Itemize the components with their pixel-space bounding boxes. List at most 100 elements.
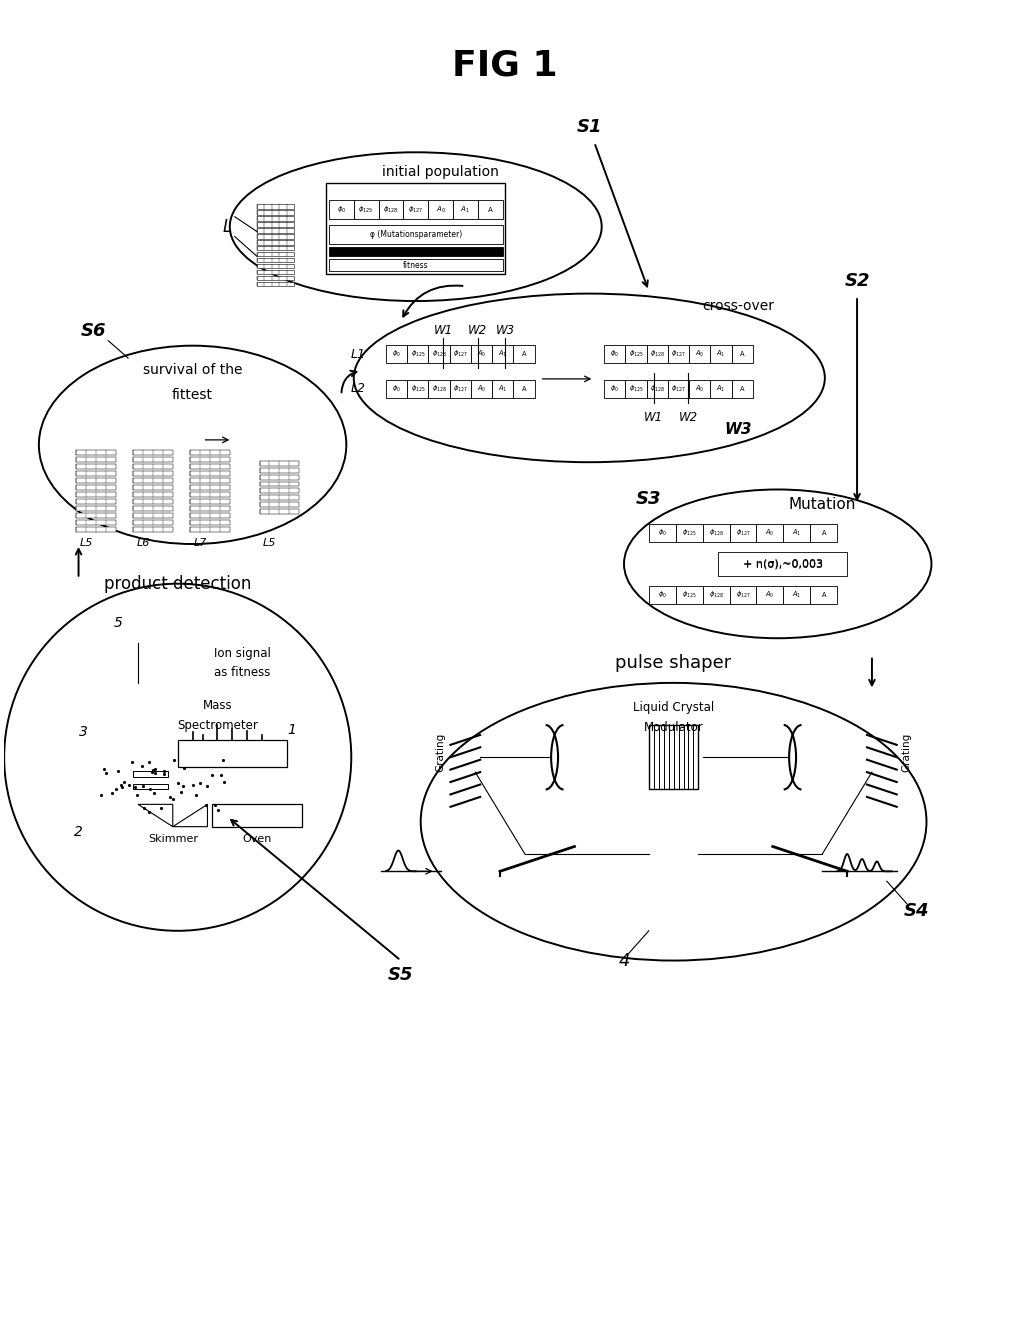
Text: W1: W1 xyxy=(644,411,663,424)
Text: as fitness: as fitness xyxy=(214,666,270,680)
Bar xyxy=(676,585,702,604)
Text: cross-over: cross-over xyxy=(702,299,774,313)
Bar xyxy=(378,200,404,219)
Bar xyxy=(190,513,230,517)
Text: fitness: fitness xyxy=(403,260,429,269)
Bar xyxy=(133,505,173,511)
Bar xyxy=(133,471,173,476)
Text: product detection: product detection xyxy=(104,575,251,593)
Text: Grating: Grating xyxy=(436,733,446,772)
Text: $\phi_0$: $\phi_0$ xyxy=(393,349,402,359)
Bar xyxy=(649,725,698,789)
Text: Oven: Oven xyxy=(242,834,271,844)
Bar xyxy=(76,471,116,476)
Bar xyxy=(783,524,810,541)
Bar xyxy=(730,524,757,541)
Text: W3: W3 xyxy=(724,423,752,437)
Bar xyxy=(429,345,450,363)
Text: $\phi_{125}$: $\phi_{125}$ xyxy=(411,349,425,359)
Bar xyxy=(404,200,428,219)
Bar xyxy=(257,269,295,275)
Bar xyxy=(689,380,710,397)
Bar xyxy=(257,211,295,215)
Text: Skimmer: Skimmer xyxy=(147,834,198,844)
Bar xyxy=(190,457,230,463)
Bar xyxy=(757,524,783,541)
Bar xyxy=(702,524,730,541)
Text: $A_1$: $A_1$ xyxy=(716,384,725,395)
Bar xyxy=(133,464,173,469)
Bar xyxy=(732,380,753,397)
Text: A: A xyxy=(821,529,826,536)
Text: $\phi_0$: $\phi_0$ xyxy=(658,528,667,537)
Text: $A_0$: $A_0$ xyxy=(436,205,446,215)
Bar xyxy=(626,345,647,363)
Text: $\phi_0$: $\phi_0$ xyxy=(393,384,402,395)
Text: Spectrometer: Spectrometer xyxy=(177,718,258,732)
Bar xyxy=(492,345,514,363)
Text: + n(σ),~0,003: + n(σ),~0,003 xyxy=(743,560,822,569)
Text: $A_1$: $A_1$ xyxy=(792,589,801,600)
Text: A: A xyxy=(522,351,527,357)
Bar xyxy=(329,259,502,272)
Bar xyxy=(190,520,230,525)
Bar xyxy=(730,585,757,604)
Bar xyxy=(259,475,300,480)
Text: $\phi_{128}$: $\phi_{128}$ xyxy=(708,528,723,537)
Text: $A_0$: $A_0$ xyxy=(765,528,775,537)
Bar xyxy=(471,380,492,397)
Bar xyxy=(133,520,173,525)
Bar xyxy=(514,345,535,363)
Bar xyxy=(259,509,300,515)
Bar xyxy=(710,380,732,397)
Text: A: A xyxy=(740,385,745,392)
Text: $\phi_{128}$: $\phi_{128}$ xyxy=(650,384,665,395)
Bar xyxy=(604,380,626,397)
Text: $A_1$: $A_1$ xyxy=(498,384,508,395)
Bar xyxy=(190,527,230,532)
Text: A: A xyxy=(487,207,492,213)
Bar xyxy=(386,380,408,397)
Bar xyxy=(76,492,116,497)
Text: 3: 3 xyxy=(79,725,88,740)
Bar xyxy=(668,380,689,397)
Text: $\phi_{128}$: $\phi_{128}$ xyxy=(708,589,723,600)
Bar xyxy=(257,281,295,287)
Text: $A_0$: $A_0$ xyxy=(695,349,704,359)
Text: $A_0$: $A_0$ xyxy=(477,349,486,359)
Bar xyxy=(702,585,730,604)
Bar xyxy=(259,481,300,487)
Bar xyxy=(133,527,173,532)
Bar xyxy=(408,380,429,397)
Text: $\phi_{125}$: $\phi_{125}$ xyxy=(411,384,425,395)
Text: $A_0$: $A_0$ xyxy=(477,384,486,395)
Text: A: A xyxy=(821,592,826,597)
Text: $A_0$: $A_0$ xyxy=(695,384,704,395)
Text: L1: L1 xyxy=(351,348,366,361)
Text: $\phi_{125}$: $\phi_{125}$ xyxy=(629,384,644,395)
Bar xyxy=(190,471,230,476)
Bar xyxy=(710,345,732,363)
Text: 5: 5 xyxy=(114,616,123,631)
Bar xyxy=(514,380,535,397)
Text: 1: 1 xyxy=(288,722,297,737)
Text: L7: L7 xyxy=(194,539,207,548)
Text: $\phi_{125}$: $\phi_{125}$ xyxy=(358,205,374,215)
Text: $\phi_0$: $\phi_0$ xyxy=(610,349,620,359)
Text: Grating: Grating xyxy=(902,733,912,772)
Text: $A_1$: $A_1$ xyxy=(460,205,470,215)
Bar xyxy=(190,451,230,456)
Bar xyxy=(257,247,295,251)
Bar xyxy=(76,479,116,483)
Text: $\phi_{125}$: $\phi_{125}$ xyxy=(682,589,696,600)
Bar xyxy=(133,770,167,777)
Text: S5: S5 xyxy=(388,966,414,985)
Text: $\phi_{128}$: $\phi_{128}$ xyxy=(383,205,399,215)
Bar xyxy=(626,380,647,397)
Bar xyxy=(810,585,837,604)
Text: $\phi_{127}$: $\phi_{127}$ xyxy=(671,349,686,359)
Bar xyxy=(257,257,295,263)
Text: 4: 4 xyxy=(619,952,630,969)
Bar xyxy=(453,200,477,219)
Bar xyxy=(133,492,173,497)
